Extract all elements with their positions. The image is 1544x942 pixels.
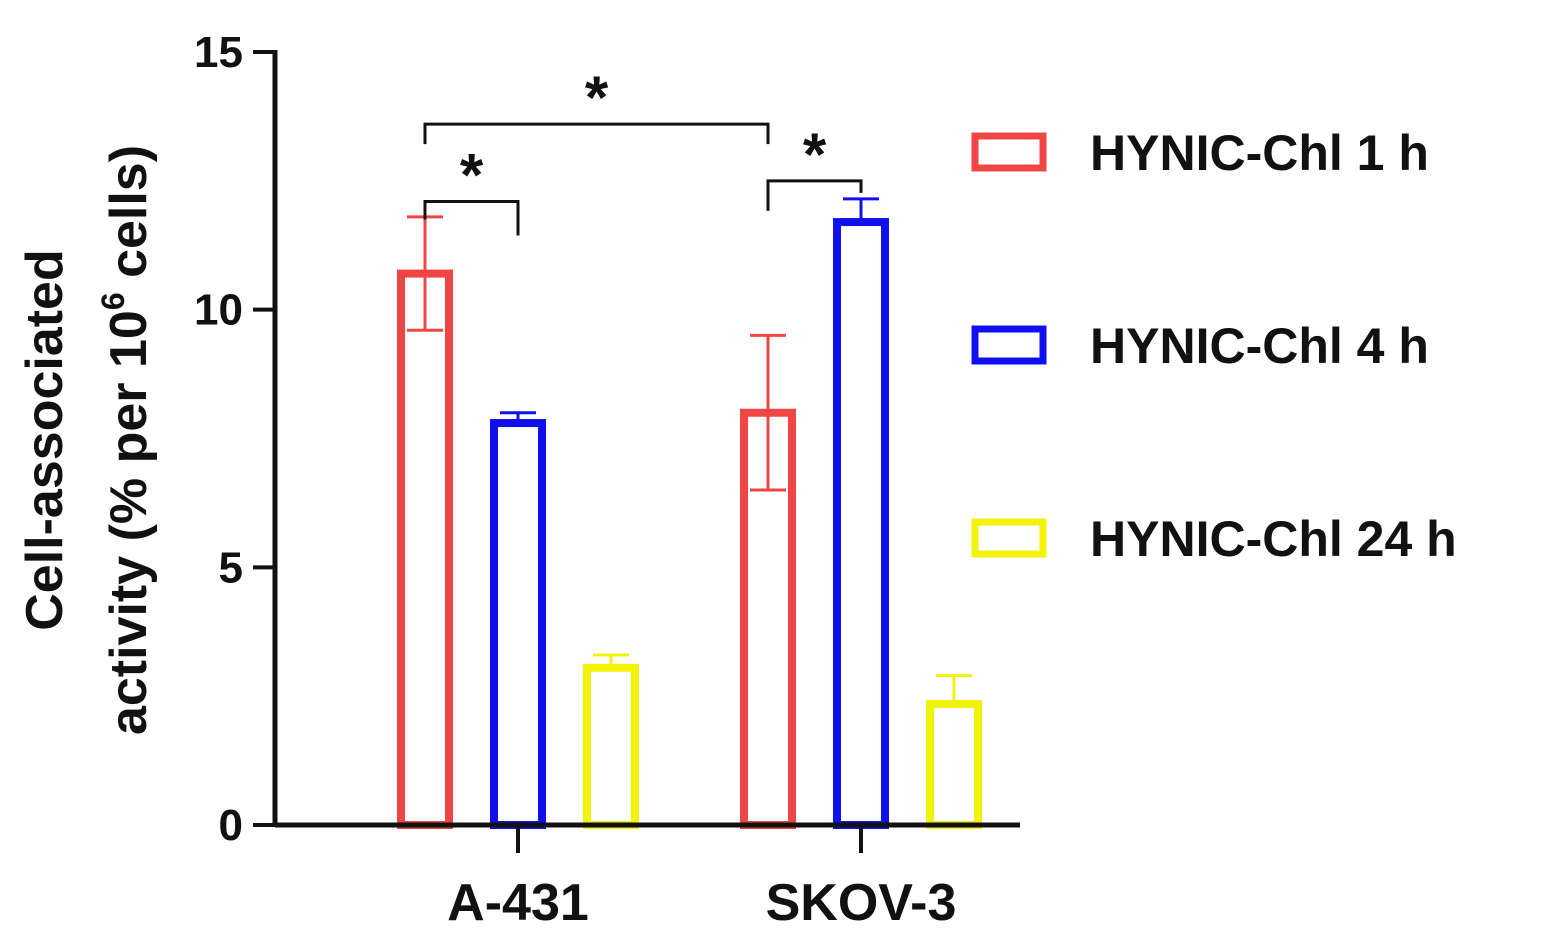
legend-label: HYNIC-Chl 24 h bbox=[1090, 511, 1457, 567]
y-tick-label: 5 bbox=[219, 543, 243, 592]
legend-swatch bbox=[971, 325, 1047, 365]
x-tick-label: A-431 bbox=[447, 874, 589, 932]
bar bbox=[397, 269, 453, 829]
y-axis-label-suffix: cells) bbox=[100, 145, 158, 292]
y-tick-label: 15 bbox=[194, 28, 243, 77]
y-tick-label: 0 bbox=[219, 801, 243, 850]
bar bbox=[490, 419, 546, 829]
legend-label: HYNIC-Chl 1 h bbox=[1090, 125, 1429, 181]
legend-swatch bbox=[971, 132, 1047, 172]
y-axis-label-line1: Cell-associated bbox=[16, 249, 74, 631]
significance-bracket bbox=[423, 122, 770, 145]
y-ticks: 0 5 10 15 bbox=[194, 28, 275, 850]
significance-star: * bbox=[803, 121, 827, 188]
error-bars-layer bbox=[407, 197, 972, 704]
legend-swatch bbox=[971, 518, 1047, 558]
bar bbox=[833, 218, 889, 829]
legend-label: HYNIC-Chl 4 h bbox=[1090, 318, 1429, 374]
x-tick-label: SKOV-3 bbox=[766, 874, 957, 932]
bars-layer bbox=[397, 218, 982, 829]
y-tick-label: 10 bbox=[194, 286, 243, 335]
bar bbox=[926, 699, 982, 829]
significance-bracket bbox=[766, 179, 863, 211]
significance-bracket bbox=[423, 199, 520, 236]
legend: HYNIC-Chl 1 h HYNIC-Chl 4 h HYNIC-Chl 24 h bbox=[971, 125, 1457, 567]
bar bbox=[583, 663, 639, 829]
significance-star: * bbox=[460, 141, 484, 208]
x-ticks: A-431 SKOV-3 bbox=[447, 825, 956, 932]
y-axis-label-prefix: activity (% per 10 bbox=[100, 310, 158, 735]
y-axis-label-superscript: 6 bbox=[95, 292, 131, 310]
y-axis-label-line2: activity (% per 106 cells) bbox=[95, 145, 158, 735]
y-axis-label: Cell-associated activity (% per 106 cell… bbox=[16, 145, 158, 735]
significance-layer: * * * bbox=[423, 64, 863, 236]
significance-star: * bbox=[585, 64, 609, 131]
